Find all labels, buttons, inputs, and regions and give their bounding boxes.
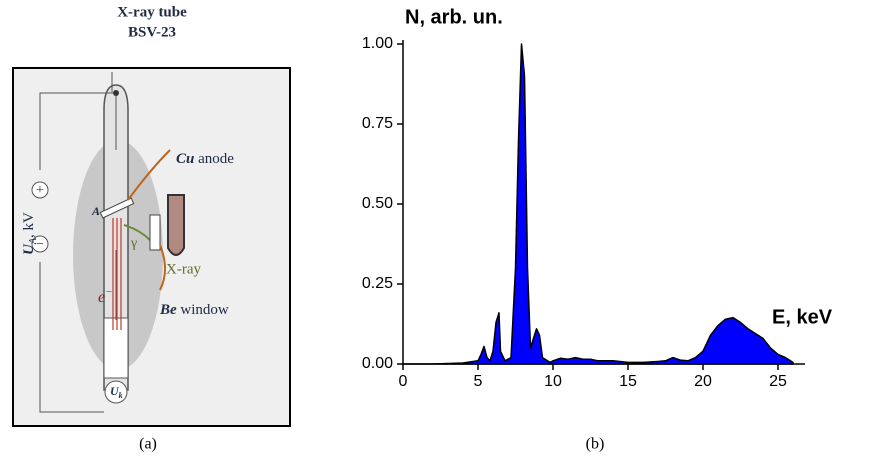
- spectrum-area: [402, 43, 794, 365]
- cathode-supply: [104, 380, 128, 404]
- x-tick-label: 15: [619, 373, 637, 390]
- anode-label: Cu anode: [176, 151, 234, 167]
- anode-text: anode: [198, 151, 234, 167]
- anode-plate: [99, 197, 135, 219]
- y-axis-title: N, arb. un.: [405, 6, 503, 28]
- electron-beam: [112, 218, 122, 330]
- electron-label: e−: [98, 286, 113, 306]
- wire: [111, 72, 117, 320]
- y-tick-label: 0.25: [362, 275, 393, 292]
- cathode-sub: k: [119, 391, 123, 400]
- window-emphasis: Be: [159, 302, 177, 318]
- y-tick-label: 1.00: [362, 35, 393, 52]
- circuit-wire: [39, 92, 116, 413]
- be-window: [149, 214, 161, 251]
- x-tick-label: 25: [769, 373, 787, 390]
- minus-sign: −: [36, 237, 44, 252]
- x-tick-label: 10: [544, 373, 562, 390]
- cathode-label: Uk: [110, 384, 123, 400]
- x-tick-label: 0: [399, 373, 408, 390]
- gamma-ray: [123, 224, 151, 241]
- diagram-subtitle: BSV-23: [128, 24, 176, 40]
- caption-a: (a): [139, 436, 157, 453]
- voltage-label: UA, kV: [21, 212, 39, 255]
- anode-pointer: [127, 149, 171, 201]
- diagram: X-ray tube BSV-23 Cu anode Be window X-r…: [12, 4, 291, 453]
- xray-label: X-ray: [166, 261, 201, 277]
- x-axis-title: E, keV: [772, 306, 833, 328]
- window-text: window: [180, 302, 229, 318]
- window-pointer: [159, 244, 166, 291]
- voltage-unit: , kV: [21, 212, 37, 238]
- electron-charge: −: [105, 286, 112, 298]
- anode-letter: A: [91, 204, 100, 218]
- x-tick-label: 20: [694, 373, 712, 390]
- window-label: Be window: [159, 302, 229, 318]
- terminal: [31, 181, 49, 199]
- y-tick-label: 0.75: [362, 115, 393, 132]
- x-tick-label: 5: [474, 373, 483, 390]
- y-tick-label: 0.00: [362, 355, 393, 372]
- voltage-sub: A: [28, 237, 39, 245]
- gamma-label: γ: [130, 236, 137, 251]
- electron-symbol: e: [98, 289, 105, 306]
- cathode: [103, 317, 129, 379]
- diagram-title: X-ray tube: [117, 4, 187, 20]
- sample-tube: [167, 194, 185, 256]
- caption-b: (b): [586, 436, 605, 453]
- y-tick-label: 0.50: [362, 195, 393, 212]
- plus-sign: +: [36, 183, 44, 198]
- terminal: [31, 235, 49, 253]
- anode-emphasis: Cu: [176, 151, 194, 167]
- cathode-symbol: U: [110, 384, 120, 398]
- node: [113, 90, 119, 96]
- tube: [103, 84, 129, 391]
- voltage-symbol: U: [21, 243, 37, 255]
